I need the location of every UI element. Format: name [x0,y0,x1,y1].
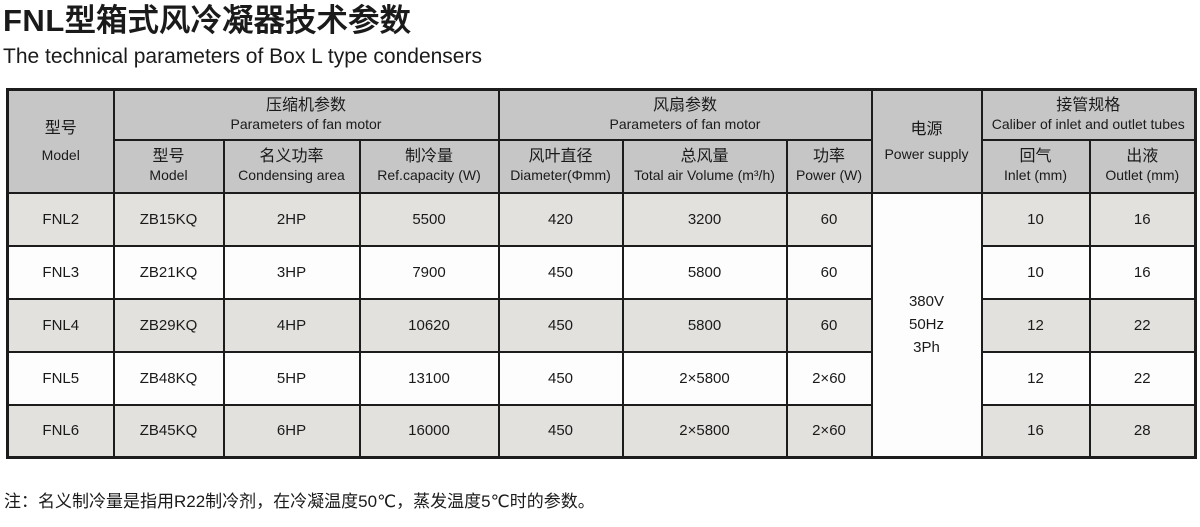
cell-air-volume: 2×5800 [621,350,788,406]
header-fan-diameter-en: Diameter(Φmm) [510,167,611,184]
cell-comp-model: ZB29KQ [112,297,225,353]
cell-fan-power: 60 [785,191,873,247]
header-fan-diameter: 风叶直径 Diameter(Φmm) [497,138,624,194]
table-row: FNL3 ZB21KQ 3HP 7900 450 5800 60 10 16 [6,244,1197,300]
power-supply-line-frequency: 50Hz [908,316,945,334]
header-inlet: 回气 Inlet (mm) [980,138,1091,194]
cell-power-supply: 380V 50Hz 3Ph [870,191,983,459]
header-outlet: 出液 Outlet (mm) [1088,138,1197,194]
header-compressor-group-zh: 压缩机参数 [265,97,346,114]
cell-outlet: 16 [1088,244,1197,300]
header-inlet-en: Inlet (mm) [1004,167,1067,184]
cell-comp-model: ZB15KQ [112,191,225,247]
header-model: 型号 Model [6,88,115,194]
spec-table: 型号 Model 压缩机参数 Parameters of fan motor 风… [6,88,1198,459]
cell-air-volume: 5800 [621,244,788,300]
cell-fan-power: 60 [785,244,873,300]
header-tubes-group-en: Caliber of inlet and outlet tubes [991,116,1185,132]
header-fan-power-zh: 功率 [812,148,845,166]
header-power-supply-zh: 电源 [910,120,943,138]
cell-nominal-power: 2HP [222,191,361,247]
cell-inlet: 10 [980,244,1091,300]
cell-ref-capacity: 13100 [358,350,500,406]
cell-fan-diameter: 450 [497,297,624,353]
header-comp-model-en: Model [149,167,188,184]
cell-ref-capacity: 5500 [358,191,500,247]
cell-comp-model: ZB21KQ [112,244,225,300]
header-compressor-group-en: Parameters of fan motor [230,116,382,132]
cell-nominal-power: 5HP [222,350,361,406]
cell-outlet: 22 [1088,297,1197,353]
cell-air-volume: 5800 [621,297,788,353]
cell-nominal-power: 4HP [222,297,361,353]
header-fan-group-en: Parameters of fan motor [609,116,761,132]
table-row: FNL5 ZB48KQ 5HP 13100 450 2×5800 2×60 12… [6,350,1197,406]
cell-fan-diameter: 420 [497,191,624,247]
cell-ref-capacity: 10620 [358,297,500,353]
header-fan-diameter-zh: 风叶直径 [528,148,593,166]
cell-fan-power: 2×60 [785,350,873,406]
cell-model: FNL5 [6,350,115,406]
header-nominal-power: 名义功率 Condensing area [222,138,361,194]
cell-fan-diameter: 450 [497,244,624,300]
header-nominal-power-zh: 名义功率 [259,148,324,166]
cell-outlet: 28 [1088,403,1197,459]
cell-fan-diameter: 450 [497,403,624,459]
power-supply-line-phase: 3Ph [913,339,940,357]
header-comp-model-zh: 型号 [152,148,185,166]
cell-ref-capacity: 7900 [358,244,500,300]
header-tubes-group-zh: 接管规格 [1056,97,1121,114]
cell-fan-diameter: 450 [497,350,624,406]
header-fan-power: 功率 Power (W) [785,138,873,194]
cell-comp-model: ZB48KQ [112,350,225,406]
header-ref-capacity-en: Ref.capacity (W) [377,167,481,184]
header-model-zh: 型号 [44,119,77,137]
header-model-en: Model [41,146,80,163]
cell-inlet: 16 [980,403,1091,459]
cell-ref-capacity: 16000 [358,403,500,459]
header-air-volume-zh: 总风量 [680,148,729,166]
page-subtitle: The technical parameters of Box L type c… [3,45,482,68]
header-air-volume-en: Total air Volume (m³/h) [634,167,775,184]
header-fan-group: 风扇参数 Parameters of fan motor [497,88,873,141]
cell-model: FNL4 [6,297,115,353]
cell-inlet: 12 [980,350,1091,406]
cell-fan-power: 2×60 [785,403,873,459]
header-compressor-group: 压缩机参数 Parameters of fan motor [112,88,500,141]
table-row: FNL6 ZB45KQ 6HP 16000 450 2×5800 2×60 16… [6,403,1197,459]
cell-model: FNL2 [6,191,115,247]
footnote: 注：名义制冷量是指用R22制冷剂，在冷凝温度50℃，蒸发温度5℃时的参数。 [4,492,595,511]
header-outlet-en: Outlet (mm) [1105,167,1180,184]
cell-fan-power: 60 [785,297,873,353]
cell-model: FNL6 [6,403,115,459]
header-tubes-group: 接管规格 Caliber of inlet and outlet tubes [980,88,1197,141]
cell-air-volume: 3200 [621,191,788,247]
power-supply-line-voltage: 380V [908,292,945,310]
cell-model: FNL3 [6,244,115,300]
header-air-volume: 总风量 Total air Volume (m³/h) [621,138,788,194]
cell-outlet: 22 [1088,350,1197,406]
cell-air-volume: 2×5800 [621,403,788,459]
table-row: FNL2 ZB15KQ 2HP 5500 420 3200 60 380V 50… [6,191,1197,459]
header-power-supply: 电源 Power supply [870,88,983,194]
cell-comp-model: ZB45KQ [112,403,225,459]
cell-nominal-power: 6HP [222,403,361,459]
header-power-supply-en: Power supply [884,145,969,162]
header-outlet-zh: 出液 [1126,148,1159,166]
cell-outlet: 16 [1088,191,1197,247]
header-fan-group-zh: 风扇参数 [652,97,717,114]
header-nominal-power-en: Condensing area [238,167,345,184]
header-comp-model: 型号 Model [112,138,225,194]
cell-nominal-power: 3HP [222,244,361,300]
cell-inlet: 10 [980,191,1091,247]
header-ref-capacity: 制冷量 Ref.capacity (W) [358,138,500,194]
cell-inlet: 12 [980,297,1091,353]
header-fan-power-en: Power (W) [795,167,863,184]
header-ref-capacity-zh: 制冷量 [404,148,453,166]
table-row: FNL4 ZB29KQ 4HP 10620 450 5800 60 12 22 [6,297,1197,353]
header-inlet-zh: 回气 [1019,148,1052,166]
page-title: FNL型箱式风冷凝器技术参数 [3,3,412,38]
